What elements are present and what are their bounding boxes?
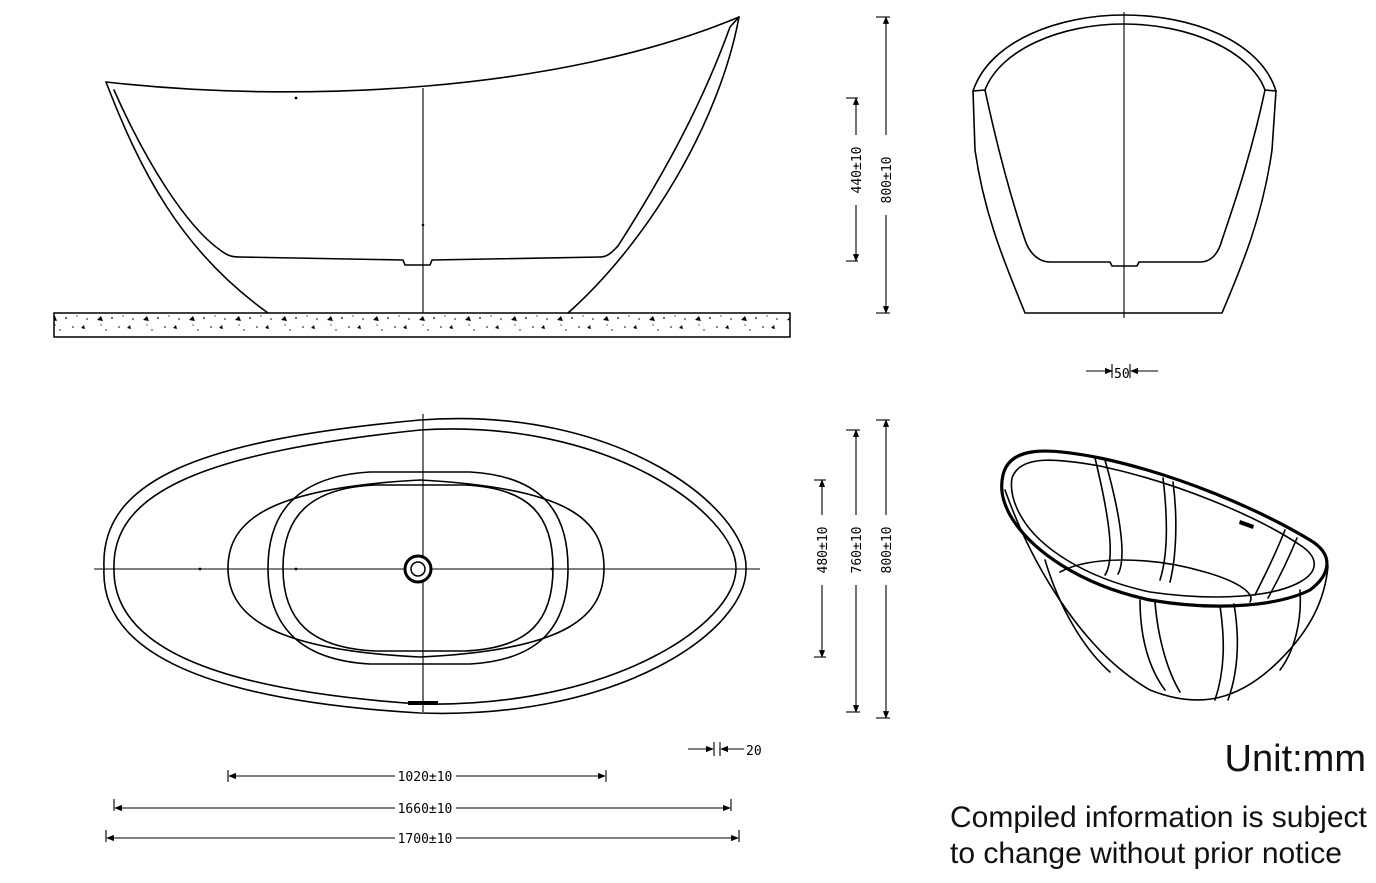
unit-label: Unit:mm (1224, 738, 1366, 780)
notice-text: Compiled information is subject to chang… (950, 800, 1370, 872)
notice-line-1: Compiled information is subject (950, 801, 1367, 834)
mid-length-label: 1660±10 (398, 802, 453, 817)
floor-base (53, 312, 791, 338)
side-inner-height-label: 440±10 (850, 147, 865, 194)
length-dimensions: 1020±10 1660±10 1700±10 (105, 770, 740, 847)
end-gap-label: 50 (1114, 367, 1130, 382)
outer-length-label: 1700±10 (398, 832, 453, 847)
rim-thickness-label: 20 (746, 744, 762, 759)
inner-length-label: 1020±10 (398, 770, 453, 785)
plan-outer-width-label: 800±10 (880, 527, 895, 574)
side-total-height-label: 800±10 (880, 157, 895, 204)
side-height-dimensions: 440±10 800±10 (846, 16, 895, 314)
isometric-view (1000, 449, 1329, 701)
rim-thickness-dimension: 20 (688, 742, 762, 759)
plan-view (94, 414, 760, 715)
side-elevation-view (53, 16, 791, 338)
plan-width-dimensions: 480±10 760±10 800±10 (814, 419, 895, 719)
end-elevation-view (972, 12, 1277, 318)
end-gap-dimension: 50 (1086, 364, 1158, 382)
plan-inner-width-label: 480±10 (816, 527, 831, 574)
notice-line-2: to change without prior notice (950, 837, 1342, 870)
plan-mid-width-label: 760±10 (850, 527, 865, 574)
